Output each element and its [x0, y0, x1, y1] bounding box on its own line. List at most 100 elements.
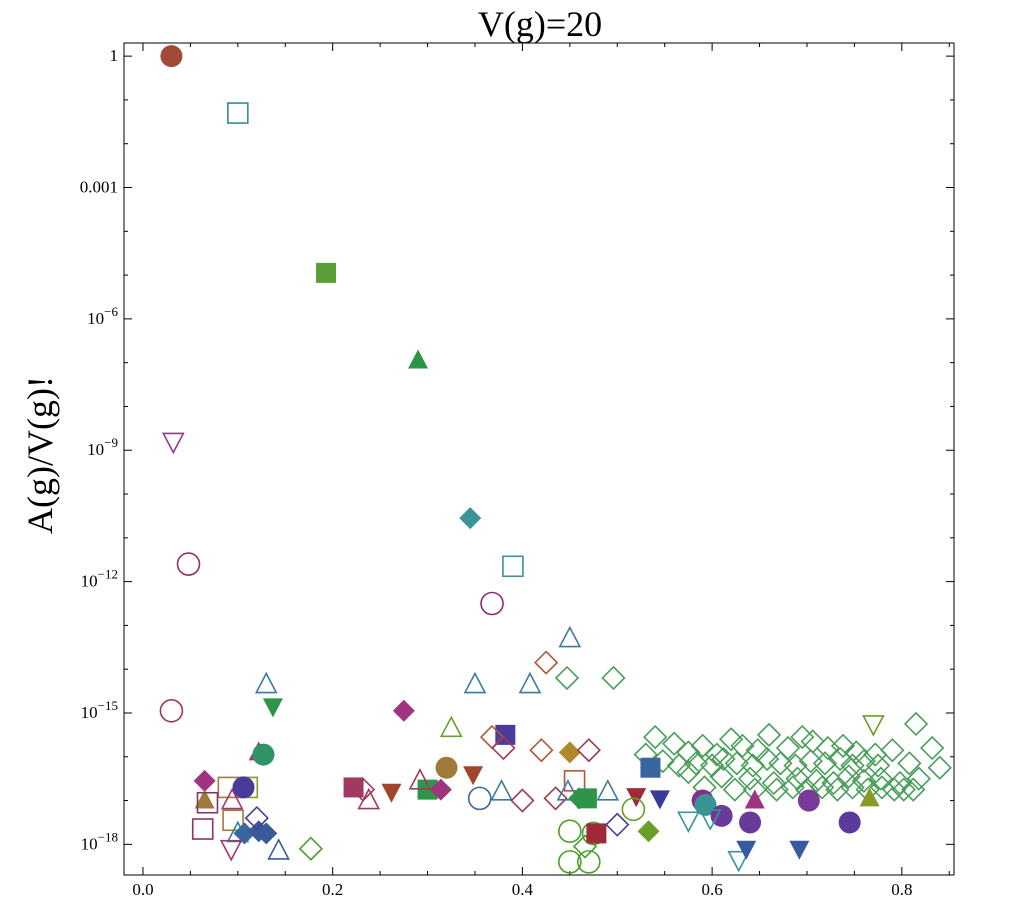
data-point-diamond-open	[785, 766, 810, 791]
data-point-diamond-open	[828, 746, 853, 772]
data-point-triangle-down-open	[698, 809, 722, 831]
data-point-diamond-open	[830, 733, 856, 758]
data-point-diamond-open	[543, 786, 568, 811]
data-point-diamond-open	[709, 764, 734, 789]
data-point-diamond-open	[737, 766, 763, 791]
data-point-triangle-up-open	[267, 838, 290, 860]
data-point-diamond-open	[740, 753, 766, 778]
data-point-triangle-down-open	[162, 432, 185, 455]
data-point-triangle-down-filled	[626, 788, 647, 808]
data-point-diamond-filled	[429, 778, 452, 801]
data-point-diamond-open	[711, 746, 736, 772]
data-point-diamond-filled	[459, 507, 482, 530]
data-point-triangle-down-open	[727, 850, 750, 873]
data-point-diamond-open	[722, 777, 748, 802]
data-point-triangle-up-filled	[194, 789, 215, 809]
data-point-square-open	[563, 770, 586, 792]
data-point-diamond-open	[844, 740, 869, 765]
data-point-circle-open	[467, 786, 492, 811]
data-point-diamond-open	[783, 753, 808, 778]
x-tick-label: 0.4	[512, 880, 534, 899]
data-points	[159, 45, 952, 874]
data-point-diamond-open	[836, 764, 861, 789]
y-tick-label: 10−9	[87, 435, 118, 459]
data-point-circle-filled	[232, 776, 255, 799]
data-point-diamond-open	[927, 755, 952, 780]
y-tick-label: 10−6	[87, 304, 118, 328]
data-point-diamond-open	[510, 788, 535, 813]
data-point-triangle-down-filled	[736, 840, 757, 860]
data-point-diamond-open	[699, 753, 725, 778]
data-point-triangle-down-filled	[463, 766, 484, 786]
data-point-diamond-open	[576, 738, 601, 763]
axis-ticks: 0.0 0.2 0.4 0.6 0.8 1 0.001 10−6 10−9 10−12 10−15 1…	[80, 43, 954, 899]
data-point-diamond-open	[906, 766, 932, 791]
data-point-diamond-open	[920, 735, 945, 761]
data-point-diamond-open	[650, 749, 675, 774]
data-point-diamond-open	[868, 766, 894, 791]
data-point-diamond-filled	[392, 699, 415, 722]
data-point-triangle-up-open	[408, 768, 432, 790]
data-point-square-open	[196, 791, 219, 814]
data-point-square-filled	[640, 757, 661, 778]
plot-frame	[123, 42, 955, 876]
data-point-diamond-filled	[233, 822, 256, 845]
data-point-diamond-open	[800, 729, 825, 754]
data-point-diamond-open	[865, 753, 891, 778]
data-point-circle-filled	[838, 811, 861, 834]
data-point-diamond-open	[756, 722, 782, 748]
data-point-diamond-open	[798, 749, 823, 774]
data-point-triangle-up-filled	[408, 349, 429, 369]
data-point-circle-filled	[252, 743, 275, 766]
data-point-diamond-open	[244, 805, 269, 831]
data-point-circle-open	[558, 850, 582, 874]
data-point-diamond-open	[491, 735, 516, 761]
data-point-circle-filled	[160, 45, 183, 68]
data-point-triangle-down-filled	[649, 790, 670, 810]
data-point-diamond-open	[882, 777, 907, 802]
data-point-circle-open	[576, 850, 601, 874]
data-point-diamond-open	[601, 665, 626, 691]
data-point-triangle-up-open	[596, 779, 620, 801]
data-point-diamond-filled	[637, 820, 660, 843]
data-point-diamond-open	[643, 724, 668, 750]
data-point-diamond-open	[662, 731, 687, 756]
data-point-circle-open	[159, 698, 184, 723]
data-point-square-filled	[316, 262, 337, 283]
data-point-diamond-open	[761, 770, 786, 796]
y-tick-label: 10−12	[81, 567, 118, 591]
data-point-diamond-open	[704, 742, 729, 767]
data-point-diamond-open	[755, 746, 780, 772]
data-point-diamond-open	[812, 751, 838, 776]
data-point-triangle-up-open	[556, 779, 580, 801]
data-point-circle-filled	[797, 789, 820, 812]
data-point-square-open	[502, 555, 524, 578]
data-point-circle-open	[176, 552, 201, 576]
data-point-diamond-open	[683, 751, 709, 776]
data-point-square-open	[191, 818, 214, 840]
data-point-diamond-open	[605, 812, 630, 837]
x-tick-label: 0.8	[891, 880, 912, 899]
data-point-triangle-up-open	[357, 787, 381, 810]
data-point-square-open	[227, 102, 249, 124]
data-point-diamond-open	[730, 733, 755, 758]
data-point-circle-filled	[435, 756, 458, 779]
data-point-triangle-down-filled	[789, 840, 810, 860]
data-point-diamond-open	[718, 727, 744, 752]
data-point-diamond-filled	[193, 769, 216, 792]
data-point-triangle-down-open	[862, 715, 885, 737]
data-point-diamond-open	[554, 665, 580, 691]
data-point-square-filled	[586, 823, 607, 844]
data-point-triangle-down-open	[219, 839, 243, 862]
data-point-diamond-open	[529, 738, 554, 763]
data-point-triangle-down-open	[677, 811, 700, 833]
data-point-triangle-up-open	[220, 787, 244, 810]
data-point-triangle-up-open	[518, 671, 542, 694]
data-point-diamond-open	[891, 777, 916, 802]
data-point-triangle-up-open	[558, 625, 582, 648]
data-point-triangle-up-filled	[859, 787, 880, 807]
data-point-diamond-open	[676, 759, 701, 785]
data-point-diamond-filled	[558, 741, 581, 764]
data-point-diamond-open	[903, 711, 929, 737]
data-point-diamond-open	[840, 775, 865, 800]
